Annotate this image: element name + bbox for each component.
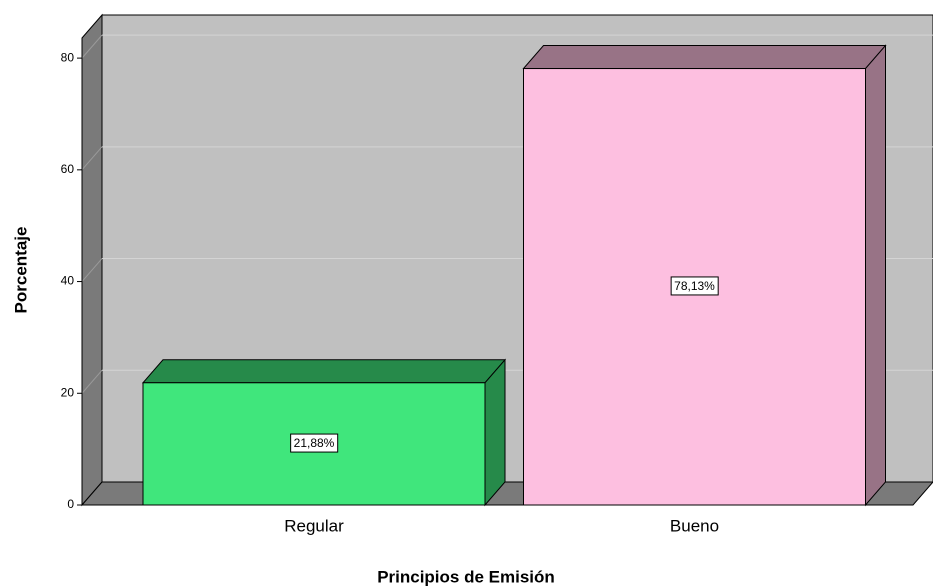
value-label-box	[670, 276, 719, 296]
y-tick-label: 60	[61, 162, 75, 176]
grid-line	[81, 34, 103, 59]
bar-side	[484, 358, 506, 507]
y-axis-title: Porcentaje	[11, 227, 30, 314]
x-tick-label: Bueno	[670, 516, 719, 535]
bar-top	[522, 45, 887, 70]
bar-side	[865, 44, 886, 507]
x-tick-label: Regular	[284, 516, 344, 535]
y-tick-label: 20	[61, 385, 75, 399]
x-axis-title: Principios de Emisión	[377, 567, 555, 586]
grid-line	[81, 258, 103, 282]
left-wall	[81, 13, 103, 507]
bar-top	[141, 359, 507, 384]
y-tick-label: 80	[61, 50, 75, 64]
grid-line	[81, 369, 103, 394]
value-label-box	[290, 433, 339, 453]
value-label: 78,13%	[674, 279, 715, 293]
y-tick-label: 40	[61, 274, 75, 288]
y-tick-label: 0	[67, 497, 74, 511]
grid-line	[81, 146, 103, 171]
value-label: 21,88%	[294, 436, 335, 450]
